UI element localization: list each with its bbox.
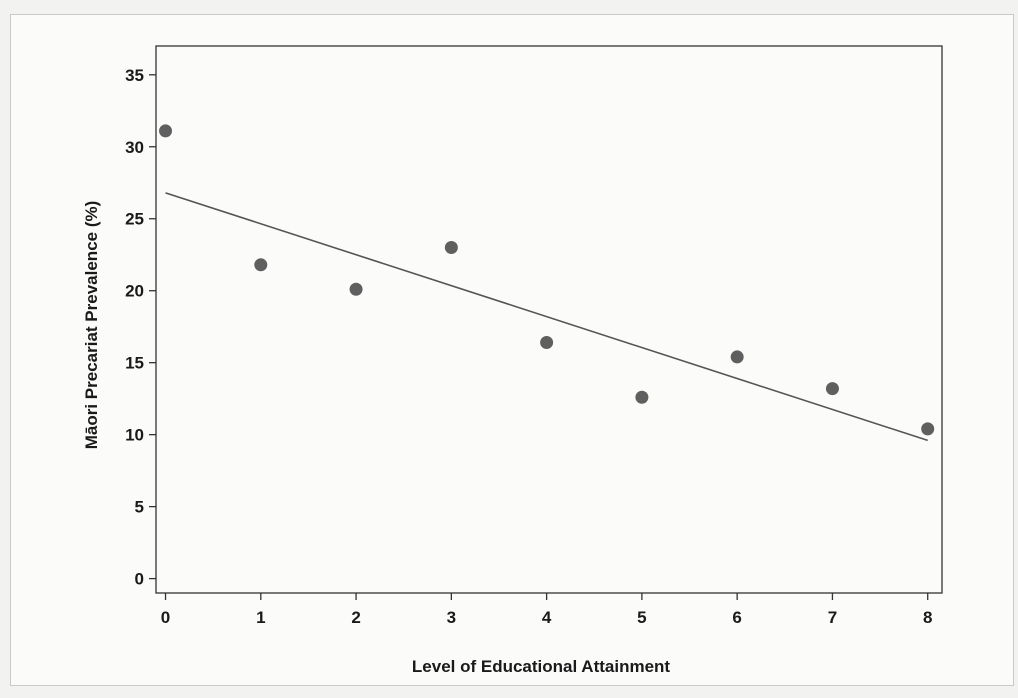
- data-point: [444, 241, 458, 255]
- x-tick-label: 7: [828, 608, 837, 627]
- data-point: [730, 350, 744, 364]
- data-point: [349, 282, 363, 296]
- x-tick-label: 3: [447, 608, 456, 627]
- y-axis-title: Māori Precariat Prevalence (%): [82, 201, 101, 450]
- plot-area: [155, 45, 943, 594]
- data-point: [635, 390, 649, 404]
- data-point: [825, 382, 839, 396]
- x-axis: 0 1 2 3 4 5 6 7 8: [161, 593, 932, 627]
- data-point: [921, 422, 935, 436]
- data-points: [159, 124, 935, 436]
- x-tick-label: 0: [161, 608, 170, 627]
- y-tick-label: 15: [125, 354, 144, 373]
- x-tick-label: 6: [732, 608, 741, 627]
- y-tick-label: 20: [125, 282, 144, 301]
- x-tick-label: 5: [637, 608, 646, 627]
- y-tick-label: 5: [135, 498, 144, 517]
- y-tick-label: 35: [125, 66, 144, 85]
- y-tick-label: 0: [135, 570, 144, 589]
- y-tick-label: 30: [125, 138, 144, 157]
- trendline-layer: [165, 192, 928, 442]
- y-tick-label: 25: [125, 210, 144, 229]
- data-point: [159, 124, 173, 138]
- y-axis: 0 5 10 15 20 25 30 35: [125, 66, 156, 589]
- x-tick-label: 1: [256, 608, 265, 627]
- x-tick-label: 8: [923, 608, 932, 627]
- figure-frame: [10, 14, 1014, 686]
- x-tick-label: 4: [542, 608, 552, 627]
- x-tick-label: 2: [351, 608, 360, 627]
- x-axis-title: Level of Educational Attainment: [412, 657, 671, 676]
- data-point: [254, 258, 268, 272]
- y-tick-label: 10: [125, 426, 144, 445]
- data-point: [540, 336, 554, 350]
- trend-line: [165, 192, 928, 442]
